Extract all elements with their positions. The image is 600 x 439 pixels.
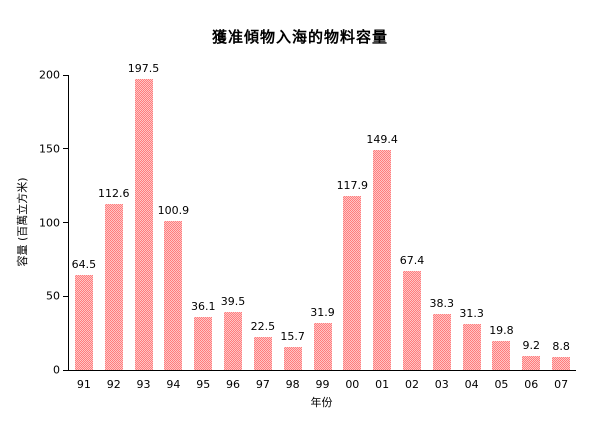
x-axis-label: 年份 (310, 396, 333, 409)
bar-value-label: 100.9 (157, 204, 190, 218)
y-tick-mark (63, 74, 68, 76)
x-tick-label: 93 (136, 378, 151, 391)
y-tick-mark (63, 222, 68, 223)
bar (283, 346, 302, 370)
bar-value-label: 19.8 (489, 323, 514, 337)
x-tick-label: 07 (554, 378, 569, 391)
bar (313, 322, 332, 370)
x-tick-label: 92 (106, 378, 121, 391)
x-tick-label: 99 (315, 378, 330, 391)
y-tick-label: 100 (39, 216, 60, 229)
bar-value-label: 31.9 (310, 305, 335, 319)
bar (343, 196, 362, 370)
bar-value-label: 15.7 (280, 329, 305, 343)
bar (164, 221, 183, 370)
bar-value-label: 36.1 (190, 299, 216, 313)
x-tick-label: 05 (494, 378, 509, 391)
bar (373, 149, 392, 370)
bar-value-label: 9.2 (522, 339, 541, 353)
x-tick-label: 96 (226, 378, 241, 391)
chart-title: 獲准傾物入海的物料容量 (211, 28, 388, 46)
bar (492, 340, 511, 370)
bar-value-label: 117.9 (336, 179, 369, 193)
bar (552, 357, 571, 370)
bar (253, 336, 272, 370)
bar (134, 78, 153, 370)
bar-value-label: 64.5 (71, 257, 97, 271)
x-tick-label: 91 (76, 378, 91, 391)
x-tick-label: 03 (434, 378, 449, 391)
x-tick-label: 06 (524, 378, 539, 391)
x-tick-label: 01 (375, 378, 390, 391)
x-tick-label: 02 (404, 378, 419, 391)
y-tick-label: 150 (39, 142, 60, 156)
bar-value-label: 149.4 (366, 132, 398, 146)
bar-value-label: 197.5 (127, 61, 160, 75)
bar-value-label: 38.3 (429, 296, 455, 310)
y-tick-label: 50 (46, 289, 60, 303)
bar-value-label: 112.6 (97, 186, 130, 200)
plot-area: 0 50 100 150 200 64.5 91 112.6 92 197.5 93 100.9 94 3… (39, 62, 576, 391)
bar (74, 274, 93, 370)
bar-value-label: 39.5 (220, 294, 246, 308)
bar-value-label: 8.8 (552, 340, 570, 354)
x-tick-label: 98 (285, 378, 300, 391)
x-tick-label: 00 (345, 378, 360, 391)
bar-value-label: 67.4 (399, 253, 425, 267)
bar (462, 323, 481, 370)
y-tick-mark (63, 369, 68, 371)
bar (522, 356, 541, 370)
y-tick-mark (63, 295, 68, 297)
bar-value-label: 31.3 (459, 306, 484, 320)
x-tick-label: 97 (255, 378, 270, 391)
bar (402, 270, 421, 370)
x-tick-label: 95 (196, 378, 211, 391)
x-tick-label: 04 (464, 378, 479, 391)
bar (432, 313, 451, 370)
bar (194, 316, 213, 370)
bar (224, 311, 243, 370)
bar (104, 203, 123, 370)
x-tick-label: 94 (166, 378, 181, 391)
y-tick-label: 0 (53, 363, 60, 377)
bar-value-label: 22.5 (250, 319, 276, 333)
y-tick-mark (63, 148, 68, 150)
y-tick-label: 200 (39, 68, 60, 82)
y-axis-label: 容量 (百萬立方米) (16, 177, 29, 267)
